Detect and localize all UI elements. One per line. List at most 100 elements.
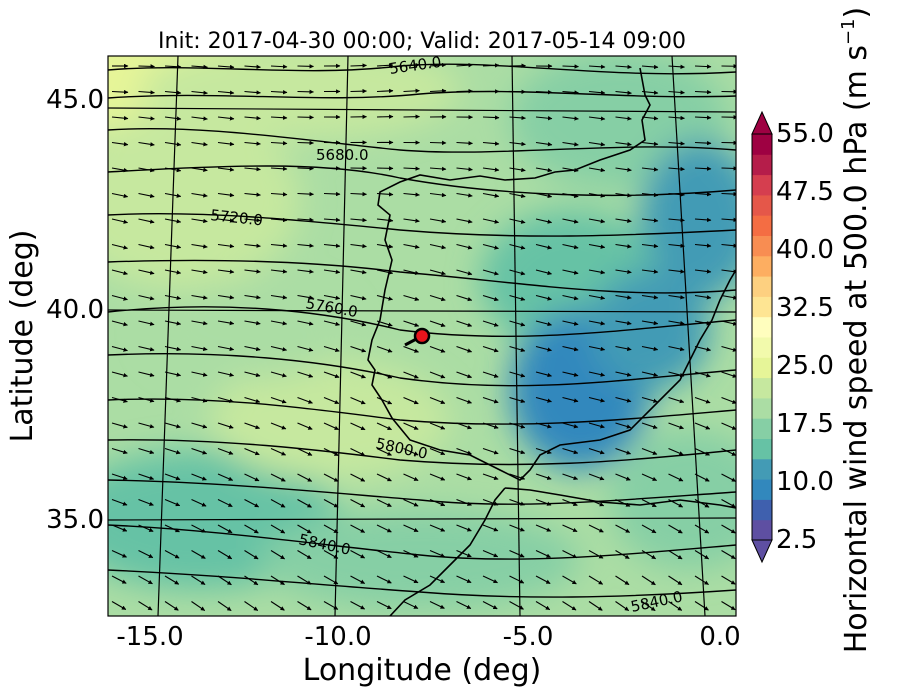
wind-vector [403, 320, 420, 327]
wind-vector [376, 524, 392, 533]
wind-vector [297, 448, 313, 456]
wind-vector [403, 601, 419, 609]
height-contours [108, 63, 736, 598]
wind-vector [641, 116, 659, 121]
wind-vector [588, 269, 606, 275]
wind-vector [164, 218, 182, 224]
wind-vector [429, 422, 446, 430]
y-tick-label: 40.0 [46, 295, 104, 325]
wind-vector [191, 575, 206, 586]
wind-vector [641, 345, 659, 352]
wind-vector [588, 116, 606, 121]
wind-vector [164, 371, 182, 377]
wind-vector [721, 217, 736, 223]
wind-vector [509, 396, 526, 404]
wind-vector [694, 371, 711, 378]
wind-vector [191, 141, 208, 147]
wind-vector [270, 320, 288, 326]
wind-vector [297, 320, 314, 326]
wind-vector [721, 499, 736, 508]
wind-vector [191, 116, 208, 121]
wind-vector [509, 115, 526, 121]
figure-title: Init: 2017-04-30 00:00; Valid: 2017-05-1… [158, 29, 686, 54]
wind-vector [270, 243, 288, 248]
wind-vector [138, 396, 155, 403]
colorbar-tick-label: 25.0 [776, 351, 834, 381]
wind-vector [588, 498, 605, 507]
wind-vector [641, 90, 659, 95]
wind-vector [482, 269, 499, 276]
wind-vector [429, 243, 447, 250]
wind-vector [694, 294, 712, 300]
wind-vector [535, 320, 552, 327]
wind-vector [562, 550, 578, 559]
wind-vector [562, 575, 577, 585]
wind-vector [562, 498, 578, 506]
wind-vector [721, 473, 736, 482]
wind-vector [164, 141, 182, 147]
wind-vector [376, 63, 394, 68]
wind-vector [509, 243, 526, 250]
wind-vector [323, 422, 339, 431]
wind-vector [244, 115, 261, 121]
wind-vector [482, 473, 499, 481]
colorbar-segment [752, 418, 772, 439]
wind-vector [456, 371, 472, 379]
wind-vector [217, 192, 235, 198]
wind-vector [297, 191, 314, 197]
wind-vector [244, 524, 259, 534]
wind-vector [456, 269, 473, 276]
wind-vector [535, 294, 552, 301]
wind-vector [111, 575, 127, 584]
wind-vector [217, 90, 235, 95]
wind-vector [668, 601, 683, 611]
x-axis: -15.0 -10.0 -5.0 0.0 Longitude (deg) [116, 622, 740, 688]
wind-vector [244, 141, 261, 146]
wind-vector [641, 396, 658, 403]
wind-vector [562, 141, 579, 147]
wind-vector [694, 422, 711, 430]
wind-vector [509, 294, 526, 301]
contour-label: 5680.0 [316, 146, 369, 164]
colorbar-tick-label: 32.5 [776, 293, 834, 323]
wind-vector [244, 320, 261, 326]
wind-vector [138, 575, 153, 585]
wind-vector [244, 166, 261, 172]
wind-vector [270, 524, 286, 534]
y-axis-label: Latitude (deg) [5, 230, 40, 443]
wind-vector [482, 575, 498, 584]
wind-vector [164, 396, 181, 403]
wind-vector [562, 371, 579, 377]
wind-vector [244, 345, 261, 352]
wind-vector [164, 294, 182, 301]
wind-vector [615, 550, 630, 560]
wind-vector [164, 447, 181, 455]
wind-vector [588, 243, 606, 249]
colorbar-segment [752, 397, 772, 419]
wind-vector [350, 269, 367, 275]
wind-speed-shading [108, 56, 736, 610]
wind-vector [588, 294, 606, 300]
wind-vector [588, 192, 606, 198]
wind-vector [429, 524, 446, 532]
wind-vector [323, 191, 341, 197]
wind-vector [456, 141, 473, 146]
wind-vector [641, 294, 659, 300]
wind-vector [350, 473, 366, 482]
wind-vector [244, 396, 261, 404]
x-tick-label: -5.0 [503, 622, 554, 652]
colorbar-tick-label: 40.0 [776, 235, 834, 265]
colorbar-tick-label: 17.5 [776, 409, 834, 439]
wind-vector [191, 218, 208, 224]
colorbar-extend-max [751, 110, 773, 135]
wind-vector [350, 63, 367, 68]
wind-vector [270, 64, 288, 69]
wind-vector [164, 320, 182, 326]
wind-vector [297, 575, 312, 585]
wind-vector [138, 294, 155, 301]
wind-vector [588, 218, 606, 224]
wind-vector [403, 549, 419, 558]
wind-vector [668, 499, 684, 508]
wind-vector [191, 167, 208, 173]
wind-vector [138, 90, 155, 95]
